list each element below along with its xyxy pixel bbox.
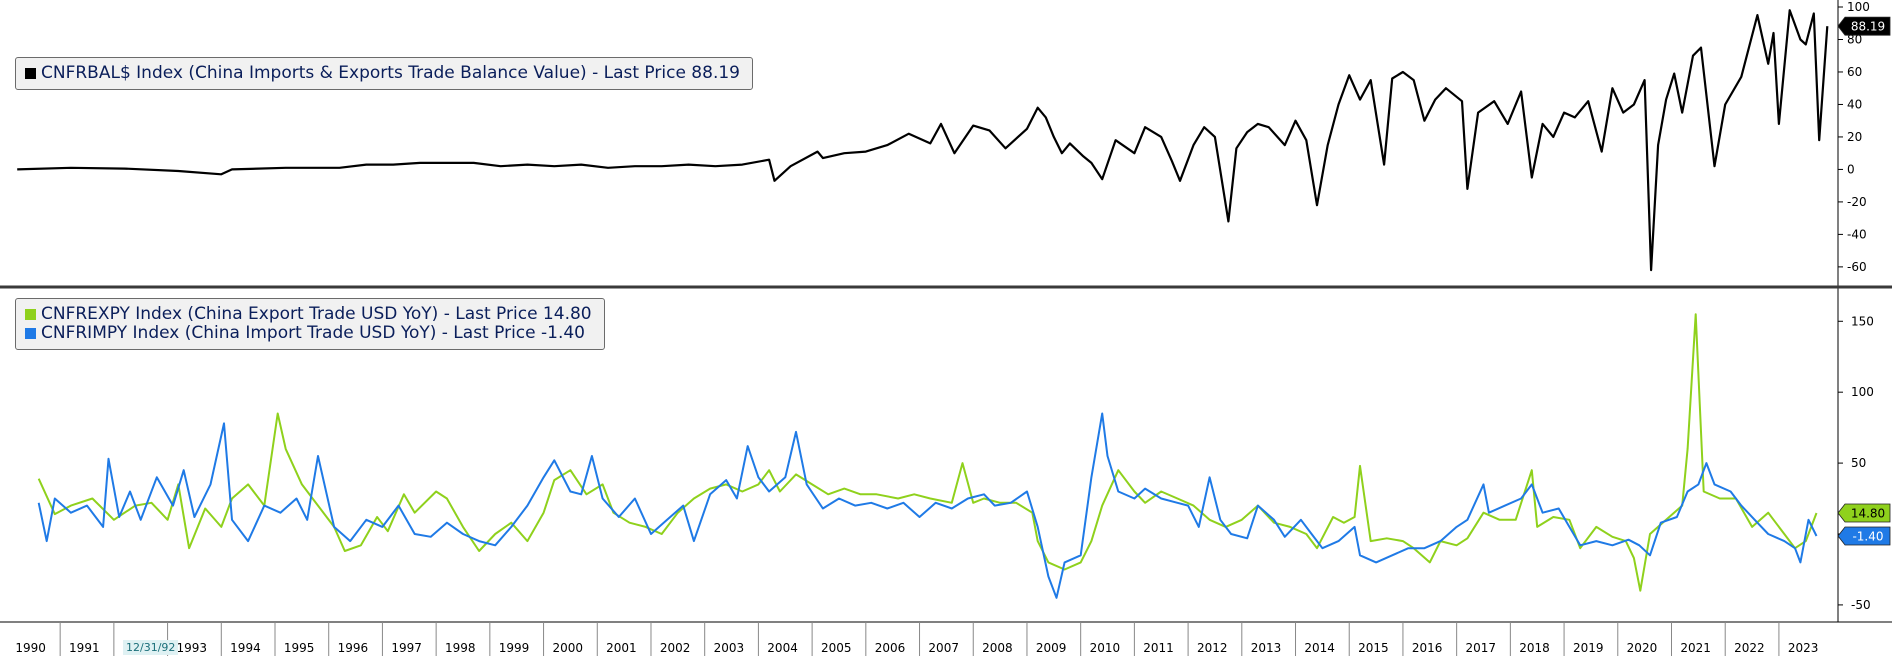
- legend-label-imports: CNFRIMPY Index (China Import Trade USD Y…: [41, 323, 585, 343]
- x-tick-label: 2013: [1251, 641, 1282, 655]
- x-tick-label: 2001: [606, 641, 637, 655]
- x-tick-label: 2017: [1466, 641, 1497, 655]
- x-tick-label: 2021: [1680, 641, 1711, 655]
- x-tick-label: 2012: [1197, 641, 1228, 655]
- x-tick-label: 1998: [445, 641, 476, 655]
- x-tick-label: 2018: [1519, 641, 1550, 655]
- last-value-tag-imports: -1.40: [1852, 529, 1883, 543]
- legend-item-imports: CNFRIMPY Index (China Import Trade USD Y…: [25, 324, 592, 343]
- x-tick-label: 1994: [230, 641, 261, 655]
- x-tick-label: 1993: [176, 641, 207, 655]
- bottom-ytick-label: -50: [1851, 598, 1871, 612]
- top-ytick-label: -60: [1847, 260, 1867, 274]
- hover-date-tooltip: 12/31/92: [123, 640, 179, 655]
- x-tick-label: 2023: [1788, 641, 1819, 655]
- top-ytick-label: -20: [1847, 195, 1867, 209]
- legend-bottom: CNFREXPY Index (China Export Trade USD Y…: [15, 298, 605, 350]
- series-line-trade-balance: [17, 9, 1829, 272]
- top-ytick-label: 40: [1847, 97, 1862, 111]
- legend-swatch-exports: [25, 309, 36, 320]
- x-tick-label: 2000: [552, 641, 583, 655]
- top-ytick-label: 80: [1847, 32, 1862, 46]
- bottom-ytick-label: 150: [1851, 314, 1874, 328]
- last-value-tag-balance: 88.19: [1851, 20, 1885, 34]
- top-ytick-label: 100: [1847, 0, 1870, 14]
- top-ytick-label: -40: [1847, 227, 1867, 241]
- x-tick-label: 1990: [15, 641, 46, 655]
- legend-item-balance: CNFRBAL$ Index (China Imports & Exports …: [25, 64, 740, 83]
- x-tick-label: 1995: [284, 641, 315, 655]
- x-tick-label: 2008: [982, 641, 1013, 655]
- series-line-exports-yoy: [37, 313, 1818, 592]
- last-value-tag-exports-bg: [1837, 503, 1891, 523]
- x-tick-label: 2011: [1143, 641, 1174, 655]
- legend-top: CNFRBAL$ Index (China Imports & Exports …: [15, 57, 753, 90]
- x-tick-label: 2010: [1090, 641, 1121, 655]
- legend-swatch-imports: [25, 328, 36, 339]
- x-tick-label: 2016: [1412, 641, 1443, 655]
- legend-label-exports: CNFREXPY Index (China Export Trade USD Y…: [41, 304, 592, 324]
- x-tick-label: 1999: [499, 641, 530, 655]
- last-value-tag-exports: 14.80: [1851, 507, 1885, 521]
- bottom-ytick-label: 50: [1851, 456, 1866, 470]
- top-ytick-label: 60: [1847, 65, 1862, 79]
- last-value-tag-balance-bg: [1837, 16, 1891, 36]
- legend-label-balance: CNFRBAL$ Index (China Imports & Exports …: [41, 63, 740, 83]
- top-ytick-label: 20: [1847, 130, 1862, 144]
- x-tick-label: 2002: [660, 641, 691, 655]
- top-ytick-label: 0: [1847, 162, 1855, 176]
- x-tick-label: 2006: [875, 641, 906, 655]
- bottom-ytick-label: 100: [1851, 385, 1874, 399]
- x-tick-label: 2014: [1304, 641, 1335, 655]
- series-line-imports-yoy: [37, 412, 1818, 599]
- x-tick-label: 2020: [1627, 641, 1658, 655]
- x-tick-label: 2004: [767, 641, 798, 655]
- x-tick-label: 2015: [1358, 641, 1389, 655]
- legend-item-exports: CNFREXPY Index (China Export Trade USD Y…: [25, 305, 592, 324]
- last-value-tag-imports-bg: [1837, 526, 1891, 546]
- x-tick-label: 1991: [69, 641, 100, 655]
- x-tick-label: 2019: [1573, 641, 1604, 655]
- x-tick-label: 2009: [1036, 641, 1067, 655]
- x-tick-label: 1996: [338, 641, 369, 655]
- x-tick-label: 2003: [714, 641, 745, 655]
- legend-swatch-balance: [25, 68, 36, 79]
- x-tick-label: 1997: [391, 641, 422, 655]
- x-tick-label: 2007: [928, 641, 959, 655]
- x-tick-label: 2005: [821, 641, 852, 655]
- x-tick-label: 2022: [1734, 641, 1765, 655]
